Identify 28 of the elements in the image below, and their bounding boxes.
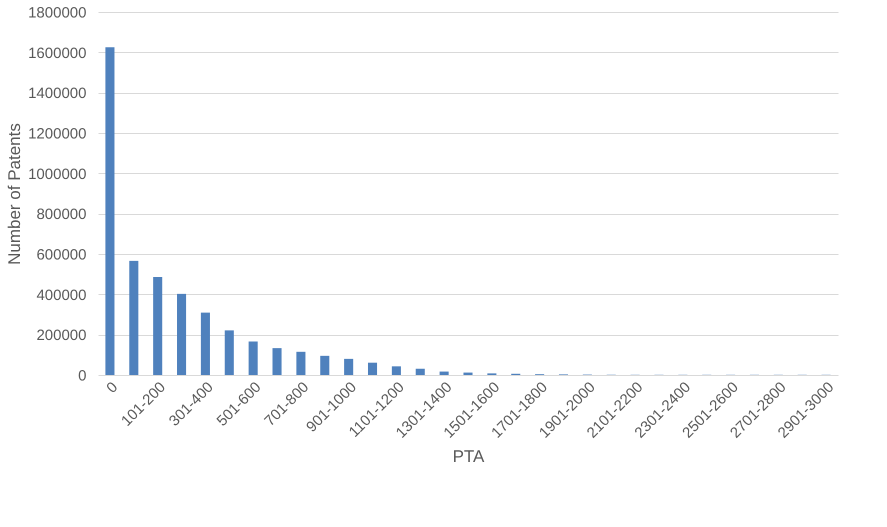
y-tick-label: 400000 xyxy=(36,286,86,304)
bar xyxy=(296,352,306,375)
y-tick-label: 1200000 xyxy=(28,126,86,142)
bar xyxy=(272,348,282,375)
bar xyxy=(368,362,378,375)
x-tick-label: 0 xyxy=(103,378,122,397)
bar xyxy=(320,356,330,375)
bar xyxy=(344,358,354,375)
bar xyxy=(129,260,138,375)
bar xyxy=(153,276,162,375)
y-tick-label: 0 xyxy=(78,368,86,384)
y-tick-label: 600000 xyxy=(36,246,86,264)
y-tick-label: 1400000 xyxy=(28,85,86,102)
bar xyxy=(200,312,210,375)
bar xyxy=(248,342,258,375)
bar xyxy=(416,368,425,375)
y-tick-label: 200000 xyxy=(36,327,86,344)
x-axis-title: PTA xyxy=(452,446,486,466)
y-axis-title: Number of Patents xyxy=(5,123,24,265)
bar xyxy=(177,294,186,375)
bar xyxy=(224,330,234,375)
bar xyxy=(392,366,401,375)
bar xyxy=(440,372,449,375)
bar xyxy=(105,47,114,375)
y-tick-label: 1000000 xyxy=(28,166,86,183)
y-tick-label: 1800000 xyxy=(28,4,86,22)
y-tick-label: 800000 xyxy=(36,206,86,224)
y-tick-label: 1600000 xyxy=(28,44,86,62)
